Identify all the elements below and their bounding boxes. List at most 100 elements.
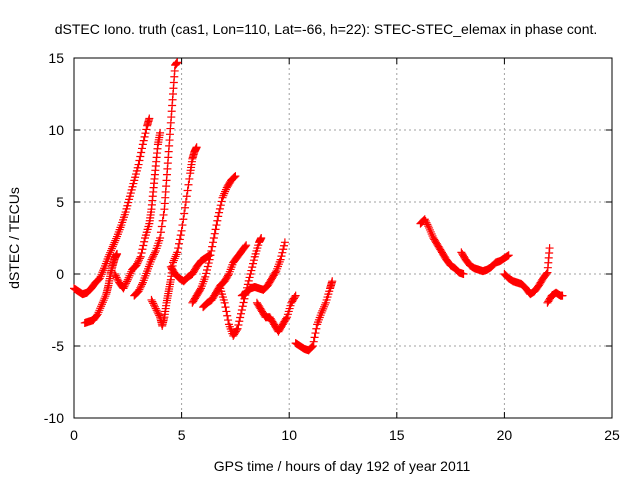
data-point: [140, 237, 149, 246]
data-point: [173, 58, 182, 67]
data-point: [158, 216, 167, 225]
data-point: [244, 276, 253, 285]
x-tick-label: 0: [70, 427, 78, 443]
data-point: [150, 301, 159, 310]
data-point: [210, 229, 219, 238]
data-point: [95, 274, 104, 283]
data-point: [206, 251, 215, 260]
data-point: [211, 225, 220, 234]
data-point: [230, 172, 239, 181]
data-point: [101, 292, 110, 301]
data-point: [96, 272, 105, 281]
data-point: [307, 343, 316, 352]
data-point: [309, 337, 318, 346]
data-point: [219, 191, 228, 200]
data-point: [181, 198, 190, 206]
data-point: [174, 244, 183, 253]
data-point: [545, 244, 554, 253]
data-point: [148, 253, 157, 262]
data-point: [209, 234, 218, 242]
data-point: [217, 197, 226, 206]
data-point: [104, 252, 113, 261]
data-point: [277, 252, 286, 261]
tick-labels: 0 5 10 15 20 25 -10 -5 0 5 10 15: [44, 50, 620, 443]
data-point: [317, 308, 326, 317]
data-point: [147, 255, 156, 264]
data-point: [173, 248, 182, 257]
data-point: [238, 302, 247, 311]
x-tick-label: 5: [178, 427, 186, 443]
data-point: [119, 284, 128, 293]
data-point: [558, 291, 567, 300]
data-point: [132, 261, 141, 270]
data-point: [122, 277, 131, 286]
data-point: [241, 242, 250, 251]
data-point: [422, 218, 431, 227]
data-point: [247, 266, 256, 275]
data-point: [151, 304, 160, 313]
data-point: [208, 242, 217, 251]
data-point: [271, 268, 280, 277]
data-point: [181, 203, 190, 212]
data-point: [249, 259, 258, 268]
data-point: [94, 308, 103, 317]
data-point: [257, 234, 266, 242]
data-point: [279, 245, 288, 254]
data-point: [249, 256, 258, 265]
data-point: [97, 270, 106, 279]
data-point: [311, 329, 320, 338]
data-point: [204, 259, 213, 268]
data-point: [135, 156, 144, 165]
data-point: [155, 311, 164, 320]
data-point: [138, 280, 147, 289]
data-point: [157, 222, 166, 231]
data-point: [147, 295, 156, 304]
data-point: [107, 246, 116, 255]
data-point: [142, 125, 151, 134]
data-point: [216, 201, 225, 210]
data-point: [184, 180, 193, 189]
data-point: [121, 280, 130, 289]
data-point: [134, 256, 143, 265]
data-point: [112, 273, 121, 282]
data-point: [242, 241, 251, 250]
data-point: [120, 282, 129, 291]
plot-border: [73, 57, 613, 419]
data-point: [111, 236, 120, 245]
x-axis-label: GPS time / hours of day 192 of year 2011: [214, 458, 471, 474]
data-point: [237, 306, 246, 314]
data-point: [176, 231, 185, 240]
data-point: [123, 275, 132, 284]
data-point: [221, 187, 230, 196]
data-point: [424, 222, 433, 231]
data-point: [95, 306, 104, 315]
data-point: [112, 234, 121, 243]
data-point: [224, 271, 233, 280]
data-point: [245, 273, 254, 282]
data-point: [221, 185, 230, 194]
data-point: [135, 254, 144, 263]
data-point: [319, 304, 328, 313]
data-point: [136, 252, 145, 261]
data-point: [426, 227, 435, 236]
data-point: [156, 128, 165, 137]
data-point: [175, 239, 184, 248]
data-point: [98, 268, 107, 277]
data-point: [180, 209, 189, 218]
data-point: [168, 258, 177, 267]
data-point: [156, 228, 165, 237]
data-point: [126, 269, 135, 278]
data-point: [141, 129, 150, 138]
data-point: [236, 309, 245, 318]
data-point: [134, 287, 143, 296]
data-point: [185, 174, 194, 183]
data-point: [140, 132, 149, 141]
data-point: [427, 229, 436, 238]
data-point: [111, 271, 120, 280]
data-point: [328, 277, 337, 286]
data-point: [149, 252, 158, 261]
chart-title: dSTEC Iono. truth (cas1, Lon=110, Lat=-6…: [55, 21, 598, 37]
data-point: [138, 144, 147, 153]
plot-frame: [73, 57, 613, 419]
